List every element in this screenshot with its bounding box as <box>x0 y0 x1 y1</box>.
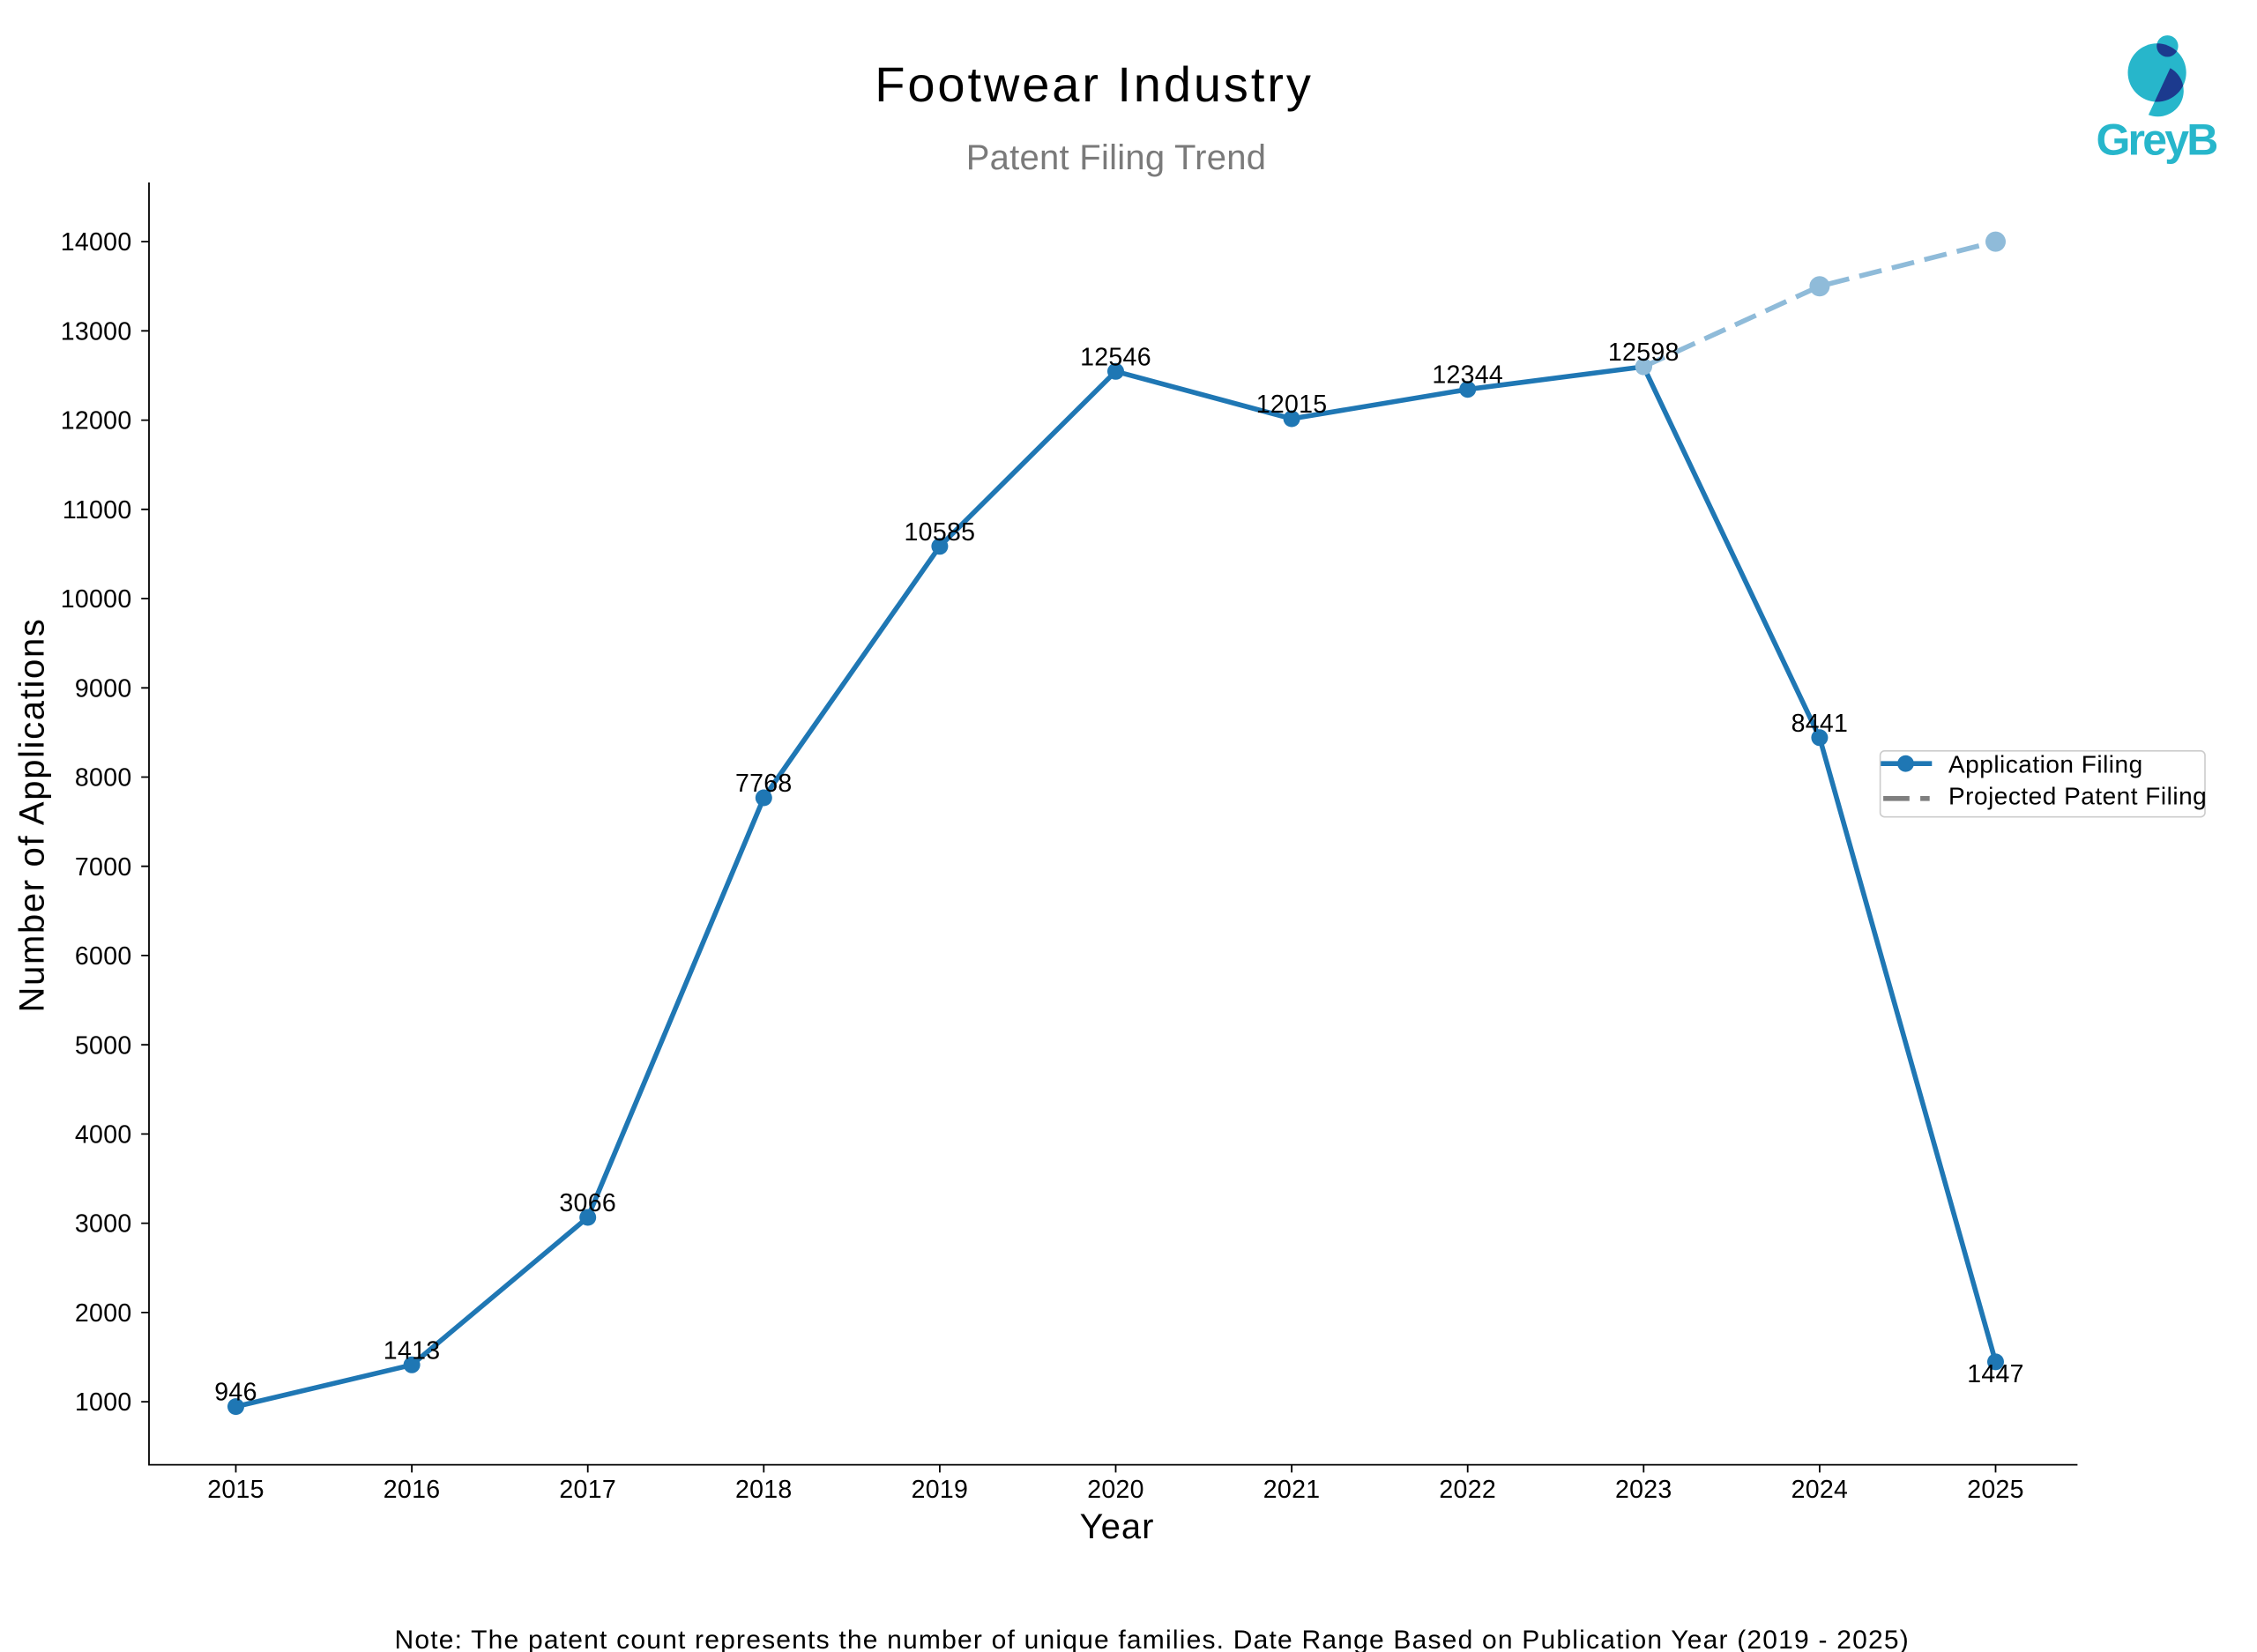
svg-text:12598: 12598 <box>1608 339 1680 367</box>
svg-text:12344: 12344 <box>1432 361 1503 390</box>
svg-text:3000: 3000 <box>75 1210 132 1239</box>
svg-text:2024: 2024 <box>1791 1476 1849 1504</box>
svg-text:9000: 9000 <box>75 674 132 703</box>
svg-text:2000: 2000 <box>75 1299 132 1328</box>
svg-text:13000: 13000 <box>61 317 132 346</box>
svg-text:2021: 2021 <box>1263 1476 1321 1504</box>
svg-text:Year: Year <box>1080 1507 1155 1546</box>
svg-text:14000: 14000 <box>61 228 132 257</box>
svg-text:1447: 1447 <box>1967 1360 2024 1388</box>
svg-text:7000: 7000 <box>75 853 132 882</box>
svg-text:7768: 7768 <box>735 770 793 798</box>
svg-text:3066: 3066 <box>559 1189 616 1217</box>
svg-text:5000: 5000 <box>75 1031 132 1060</box>
svg-text:10585: 10585 <box>905 518 976 547</box>
svg-text:Patent Filing Trend: Patent Filing Trend <box>966 138 1267 177</box>
svg-text:1000: 1000 <box>75 1388 132 1417</box>
svg-text:2022: 2022 <box>1439 1476 1496 1504</box>
svg-text:8000: 8000 <box>75 764 132 793</box>
svg-text:Footwear Industry: Footwear Industry <box>875 56 1314 112</box>
svg-text:2016: 2016 <box>384 1476 441 1504</box>
svg-text:8441: 8441 <box>1791 710 1849 738</box>
svg-text:11000: 11000 <box>63 496 132 525</box>
svg-text:2018: 2018 <box>735 1476 793 1504</box>
svg-text:946: 946 <box>214 1379 257 1407</box>
svg-text:12015: 12015 <box>1256 391 1328 419</box>
svg-text:Application Filing: Application Filing <box>1948 750 2143 778</box>
svg-text:6000: 6000 <box>75 942 132 971</box>
svg-text:10000: 10000 <box>61 585 132 614</box>
svg-text:Number of Applications: Number of Applications <box>13 617 52 1012</box>
svg-text:Note: The patent count represe: Note: The patent count represents the nu… <box>394 1626 1909 1652</box>
svg-text:2025: 2025 <box>1967 1476 2024 1504</box>
svg-text:1413: 1413 <box>384 1336 441 1365</box>
svg-text:4000: 4000 <box>75 1121 132 1150</box>
svg-text:2015: 2015 <box>207 1476 264 1504</box>
svg-text:GreyB: GreyB <box>2096 115 2216 165</box>
svg-text:12546: 12546 <box>1080 343 1151 371</box>
svg-text:2017: 2017 <box>559 1476 616 1504</box>
svg-text:12000: 12000 <box>61 407 132 435</box>
svg-text:Projected Patent Filing: Projected Patent Filing <box>1948 783 2207 810</box>
svg-text:2023: 2023 <box>1615 1476 1672 1504</box>
svg-text:2020: 2020 <box>1087 1476 1144 1504</box>
svg-text:2019: 2019 <box>912 1476 969 1504</box>
